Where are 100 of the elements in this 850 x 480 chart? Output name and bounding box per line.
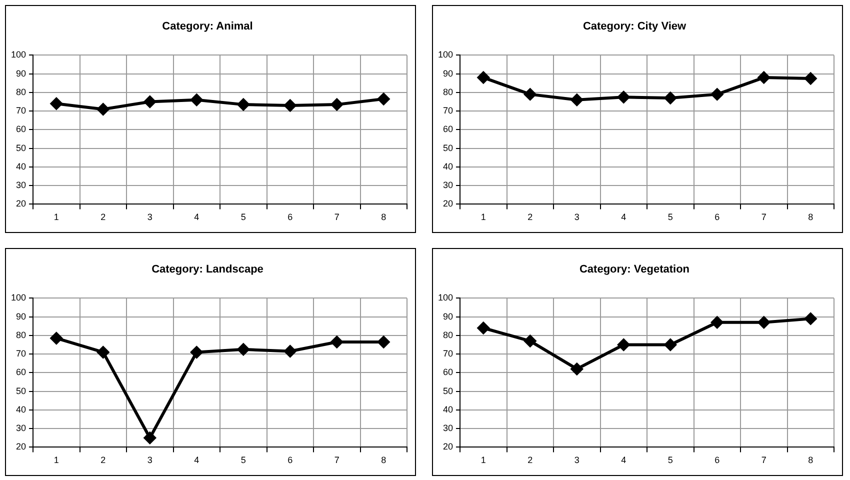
x-tick-label: 4 [194, 455, 200, 466]
point [524, 335, 536, 348]
y-tick-label: 40 [443, 404, 454, 414]
y-tick-label: 50 [443, 142, 454, 153]
x-tick-label: 2 [100, 455, 106, 466]
point [477, 322, 490, 334]
point [804, 312, 817, 325]
y-tick-label: 20 [16, 198, 26, 209]
x-tick-label: 2 [528, 455, 533, 466]
y-tick-label: 70 [16, 106, 26, 116]
y-tick-label: 60 [443, 124, 454, 134]
point [284, 345, 296, 358]
point [664, 338, 676, 351]
y-tick-label: 30 [16, 180, 26, 190]
chart-title: Category: Vegetation [579, 264, 690, 276]
y-tick-label: 100 [438, 50, 454, 60]
y-tick-label: 60 [16, 124, 26, 134]
point [758, 316, 770, 328]
x-tick-label: 5 [668, 212, 673, 222]
point [618, 91, 630, 104]
x-tick-label: 5 [240, 455, 246, 466]
y-tick-label: 40 [16, 404, 26, 414]
x-tick-label: 5 [240, 212, 246, 222]
x-tick-label: 1 [480, 455, 486, 466]
y-tick-label: 100 [10, 50, 26, 60]
point [50, 332, 62, 344]
y-tick-label: 80 [443, 86, 454, 97]
y-tick-label: 30 [443, 423, 454, 434]
point [284, 99, 296, 112]
y-tick-label: 40 [16, 161, 26, 172]
y-tick-label: 100 [438, 292, 454, 303]
point [378, 92, 390, 105]
y-tick-label: 20 [16, 442, 26, 452]
y-tick-label: 20 [443, 442, 454, 452]
y-tick-label: 20 [443, 198, 454, 209]
x-tick-label: 7 [334, 455, 340, 466]
y-tick-label: 100 [10, 292, 26, 303]
y-tick-label: 30 [16, 423, 26, 434]
x-tick-label: 8 [808, 455, 814, 466]
x-tick-label: 1 [54, 212, 59, 222]
y-tick-label: 90 [16, 68, 26, 78]
point [664, 92, 676, 104]
point [758, 72, 770, 84]
x-tick-label: 3 [574, 212, 580, 222]
y-tick-label: 80 [443, 330, 454, 340]
x-tick-label: 6 [288, 455, 293, 466]
y-tick-label: 40 [443, 161, 454, 172]
x-tick-label: 1 [480, 212, 486, 222]
chart-title: Category: Landscape [152, 264, 264, 276]
x-tick-label: 2 [528, 212, 533, 222]
y-tick-label: 60 [443, 367, 454, 378]
x-tick-label: 6 [714, 455, 720, 466]
point [330, 336, 343, 348]
y-tick-label: 80 [16, 86, 26, 97]
point [804, 72, 817, 84]
point [477, 72, 490, 84]
x-tick-label: 6 [714, 212, 720, 222]
point [144, 432, 156, 444]
x-tick-label: 7 [761, 455, 766, 466]
x-tick-label: 6 [288, 212, 293, 222]
point [524, 88, 536, 100]
y-tick-label: 90 [443, 311, 454, 322]
y-tick-label: 90 [443, 68, 454, 78]
x-tick-label: 4 [621, 212, 626, 222]
x-tick-label: 8 [381, 212, 386, 222]
point [378, 336, 390, 348]
point [97, 103, 110, 116]
point [144, 96, 156, 108]
y-tick-label: 80 [16, 330, 26, 340]
x-tick-label: 4 [621, 455, 626, 466]
point [97, 346, 110, 358]
x-tick-label: 2 [100, 212, 106, 222]
point [237, 98, 250, 111]
x-tick-label: 3 [574, 455, 580, 466]
point [190, 94, 203, 106]
y-tick-label: 50 [16, 386, 26, 396]
y-tick-label: 70 [443, 106, 454, 116]
point [570, 94, 583, 106]
x-tick-label: 5 [668, 455, 673, 466]
chart-title: Category: City View [582, 20, 686, 33]
x-tick-label: 3 [147, 212, 152, 222]
x-tick-label: 1 [54, 455, 59, 466]
y-tick-label: 60 [16, 367, 26, 378]
y-tick-label: 90 [16, 311, 26, 322]
x-tick-label: 3 [147, 455, 152, 466]
y-tick-label: 50 [16, 142, 26, 153]
point [570, 362, 583, 375]
point [618, 338, 630, 351]
chart-title: Category: Animal [162, 20, 253, 33]
x-tick-label: 8 [808, 212, 814, 222]
x-tick-label: 7 [761, 212, 766, 222]
x-tick-label: 8 [381, 455, 386, 466]
point [237, 343, 250, 356]
point [330, 98, 343, 111]
point [711, 88, 724, 100]
y-tick-label: 70 [443, 348, 454, 359]
point [190, 346, 203, 358]
point [50, 98, 62, 110]
y-tick-label: 70 [16, 348, 26, 359]
y-tick-label: 50 [443, 386, 454, 396]
